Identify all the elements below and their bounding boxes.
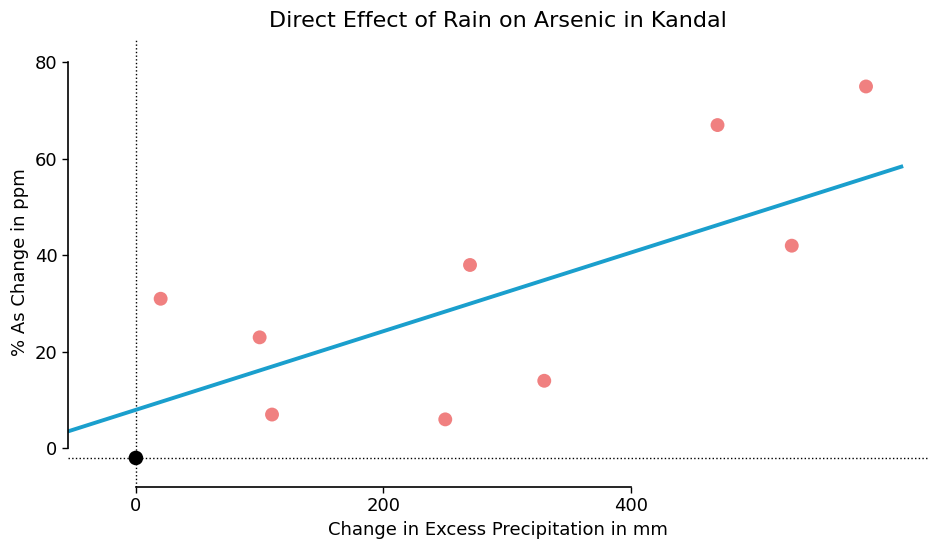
- Y-axis label: % As Change in ppm: % As Change in ppm: [11, 169, 29, 356]
- Point: [265, 410, 280, 419]
- Point: [129, 454, 144, 463]
- Point: [537, 376, 552, 385]
- Point: [438, 415, 453, 424]
- Point: [710, 120, 725, 129]
- Point: [463, 261, 478, 270]
- Point: [153, 294, 168, 303]
- Title: Direct Effect of Rain on Arsenic in Kandal: Direct Effect of Rain on Arsenic in Kand…: [269, 11, 727, 31]
- Point: [253, 333, 268, 342]
- Point: [784, 241, 799, 250]
- X-axis label: Change in Excess Precipitation in mm: Change in Excess Precipitation in mm: [328, 521, 668, 539]
- Point: [858, 82, 873, 91]
